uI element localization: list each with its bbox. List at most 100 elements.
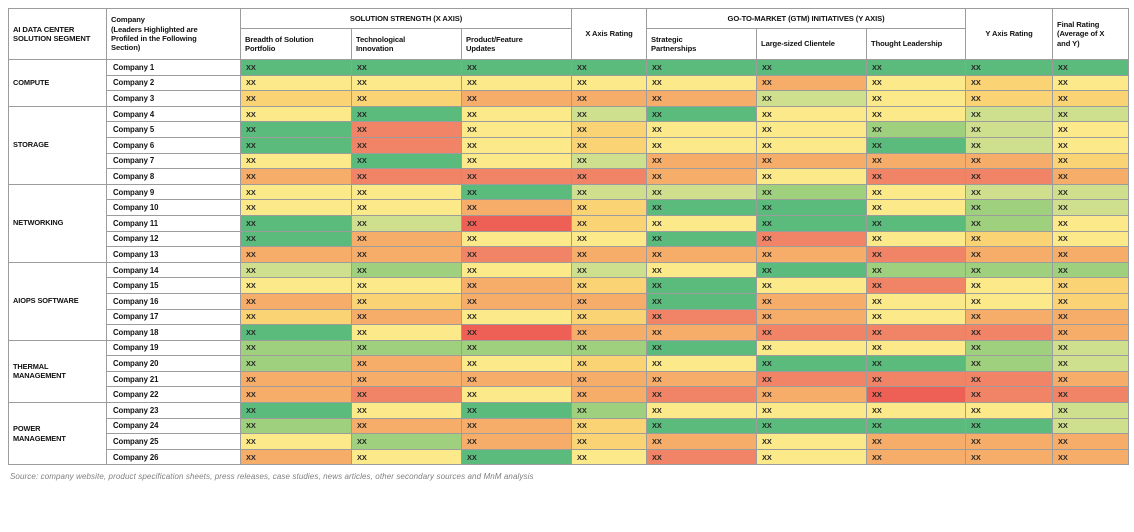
- rating-cell: XX: [571, 261, 648, 279]
- rating-cell: XX: [965, 152, 1054, 170]
- rating-cell: XX: [646, 152, 758, 170]
- rating-cell: XX: [1052, 168, 1130, 185]
- rating-cell: XX: [866, 433, 967, 450]
- table-row: Company 26 XX XX XX XX XX XX XX XX XX: [9, 448, 1130, 466]
- rating-cell: XX: [965, 168, 1054, 185]
- rating-cell: XX: [571, 168, 648, 185]
- rating-cell: XX: [240, 105, 352, 123]
- rating-cell: XX: [866, 292, 967, 310]
- rating-cell: XX: [351, 386, 462, 404]
- header-row-subcolumns: Breadth of Solution Portfolio Technologi…: [9, 28, 1129, 60]
- rating-cell: XX: [351, 417, 462, 435]
- rating-cell: XX: [1052, 386, 1130, 404]
- rating-cell: XX: [866, 230, 967, 248]
- source-note: Source: company website, product specifi…: [10, 472, 534, 482]
- rating-cell: XX: [646, 448, 758, 466]
- rating-cell: XX: [756, 230, 868, 248]
- rating-cell: XX: [351, 433, 462, 450]
- rating-cell: XX: [351, 370, 462, 388]
- rating-cell: XX: [965, 292, 1054, 310]
- rating-cell: XX: [965, 90, 1054, 107]
- rating-cell: XX: [756, 292, 868, 310]
- header-thought-leadership: Thought Leadership: [866, 28, 967, 60]
- rating-cell: XX: [571, 448, 648, 466]
- rating-cell: XX: [571, 183, 648, 201]
- rating-cell: XX: [866, 183, 967, 201]
- rating-cell: XX: [240, 183, 352, 201]
- rating-cell: XX: [351, 105, 462, 123]
- header-gtm-initiatives-group: GO-TO-MARKET (GTM) INITIATIVES (Y AXIS): [646, 8, 967, 29]
- rating-cell: XX: [756, 199, 868, 216]
- rating-cell: XX: [756, 386, 868, 404]
- rating-cell: XX: [571, 355, 648, 372]
- rating-cell: XX: [460, 402, 573, 419]
- rating-cell: XX: [756, 308, 868, 326]
- rating-cell: XX: [965, 230, 1054, 248]
- table-row: Company 13 XX XX XX XX XX XX XX XX XX: [9, 246, 1130, 263]
- rating-cell: XX: [240, 292, 352, 310]
- rating-cell: XX: [351, 339, 462, 357]
- rating-cell: XX: [646, 324, 758, 341]
- rating-cell: XX: [571, 121, 648, 138]
- rating-cell: XX: [1052, 277, 1130, 294]
- company-name-cell: Company 24: [106, 417, 241, 435]
- rating-cell: XX: [351, 214, 462, 232]
- rating-cell: XX: [646, 261, 758, 279]
- rating-cell: XX: [460, 152, 573, 170]
- rating-cell: XX: [240, 121, 352, 138]
- rating-cell: XX: [756, 152, 868, 170]
- rating-cell: XX: [460, 277, 573, 294]
- rating-cell: XX: [351, 246, 462, 263]
- company-evaluation-matrix: AI DATA CENTER SOLUTION SEGMENT Company …: [8, 8, 1130, 466]
- rating-cell: XX: [571, 152, 648, 170]
- table-row: Company 15 XX XX XX XX XX XX XX XX XX: [9, 277, 1130, 294]
- company-name-cell: Company 26: [106, 448, 241, 466]
- rating-cell: XX: [1052, 152, 1130, 170]
- rating-cell: XX: [571, 417, 648, 435]
- header-x-axis-rating: X Axis Rating: [571, 8, 648, 60]
- rating-cell: XX: [646, 292, 758, 310]
- rating-cell: XX: [240, 90, 352, 107]
- rating-cell: XX: [756, 136, 868, 154]
- rating-cell: XX: [756, 59, 868, 76]
- rating-cell: XX: [646, 402, 758, 419]
- table-row: Company 12 XX XX XX XX XX XX XX XX XX: [9, 230, 1130, 248]
- company-name-cell: Company 23: [106, 402, 241, 419]
- rating-cell: XX: [646, 199, 758, 216]
- rating-cell: XX: [240, 74, 352, 92]
- rating-cell: XX: [1052, 90, 1130, 107]
- rating-cell: XX: [460, 59, 573, 76]
- company-name-cell: Company 17: [106, 308, 241, 326]
- rating-cell: XX: [965, 121, 1054, 138]
- rating-cell: XX: [1052, 261, 1130, 279]
- rating-cell: XX: [965, 433, 1054, 450]
- report-figure: AI DATA CENTER SOLUTION SEGMENT Company …: [8, 8, 1130, 482]
- company-name-cell: Company 2: [106, 74, 241, 92]
- rating-cell: XX: [460, 433, 573, 450]
- rating-cell: XX: [571, 214, 648, 232]
- rating-cell: XX: [1052, 214, 1130, 232]
- rating-cell: XX: [460, 339, 573, 357]
- rating-cell: XX: [460, 417, 573, 435]
- rating-cell: XX: [756, 339, 868, 357]
- rating-cell: XX: [351, 292, 462, 310]
- rating-cell: XX: [1052, 105, 1130, 123]
- rating-cell: XX: [965, 214, 1054, 232]
- header-company-column: Company (Leaders Highlighted are Profile…: [106, 8, 241, 60]
- company-name-cell: Company 7: [106, 152, 241, 170]
- rating-cell: XX: [571, 339, 648, 357]
- rating-cell: XX: [460, 199, 573, 216]
- rating-cell: XX: [965, 324, 1054, 341]
- rating-cell: XX: [240, 433, 352, 450]
- rating-cell: XX: [756, 433, 868, 450]
- company-name-cell: Company 13: [106, 246, 241, 263]
- table-row: Company 5 XX XX XX XX XX XX XX XX XX: [9, 121, 1130, 138]
- rating-cell: XX: [1052, 121, 1130, 138]
- table-row: Company 2 XX XX XX XX XX XX XX XX XX: [9, 74, 1130, 92]
- rating-cell: XX: [866, 168, 967, 185]
- rating-cell: XX: [756, 370, 868, 388]
- company-name-cell: Company 4: [106, 105, 241, 123]
- rating-cell: XX: [965, 246, 1054, 263]
- rating-cell: XX: [756, 121, 868, 138]
- rating-cell: XX: [646, 230, 758, 248]
